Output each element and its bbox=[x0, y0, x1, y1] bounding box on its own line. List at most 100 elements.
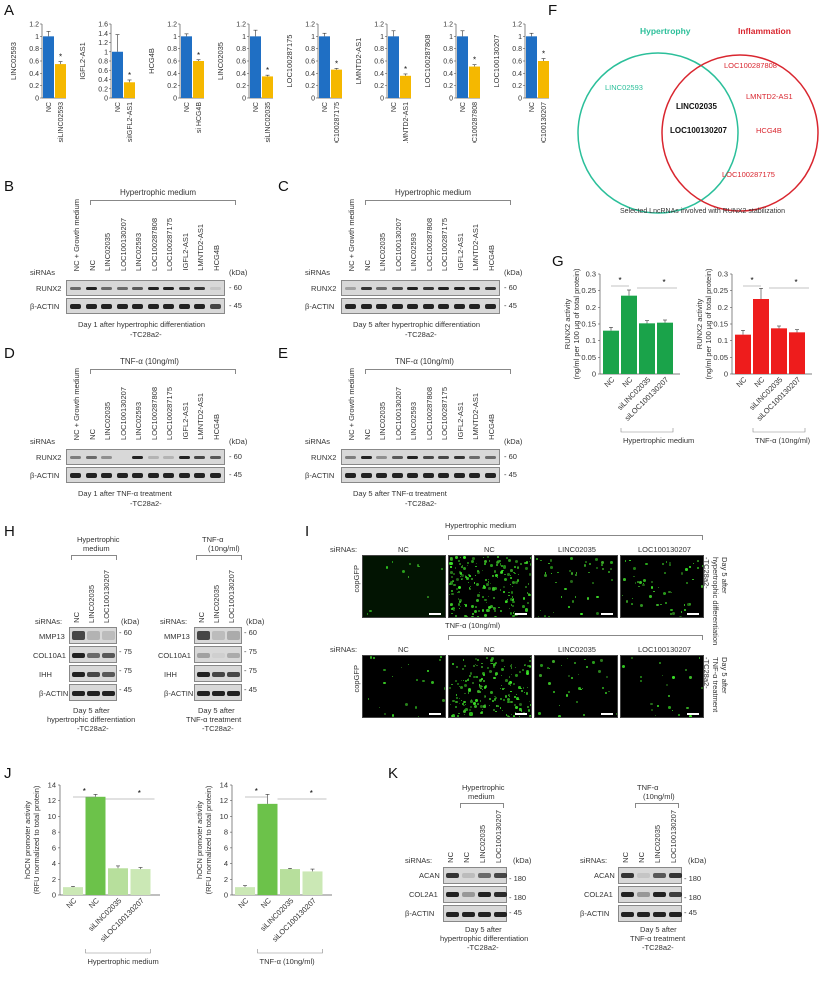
gfp-signal bbox=[511, 713, 513, 715]
svg-text:1: 1 bbox=[173, 34, 177, 41]
gfp-signal bbox=[654, 715, 657, 717]
gfp-signal bbox=[502, 569, 504, 572]
gfp-signal bbox=[568, 569, 572, 573]
gfp-signal bbox=[689, 676, 692, 679]
gfp-signal bbox=[503, 665, 505, 668]
gfp-signal bbox=[474, 605, 477, 608]
gfp-signal bbox=[511, 599, 515, 602]
gfp-signal bbox=[508, 676, 510, 678]
gfp-signal bbox=[475, 562, 478, 565]
knockdown-chart: LMNTD2-AS1 0 0.2 0.4 0.6 0.8 1 1.2 NC * siLMNTD2-A… bbox=[354, 22, 411, 151]
gfp-signal bbox=[456, 714, 460, 717]
protein-band bbox=[438, 473, 449, 478]
gfp-signal bbox=[665, 561, 668, 563]
bar-chart: RUNX2 activity (ng/ml per 100 µg of total… bbox=[695, 268, 812, 445]
gfp-signal bbox=[519, 715, 521, 717]
svg-text:8: 8 bbox=[224, 828, 228, 837]
gfp-signal bbox=[451, 590, 454, 593]
gfp-signal bbox=[610, 567, 612, 570]
gfp-signal bbox=[570, 579, 574, 583]
gfp-signal bbox=[455, 706, 458, 709]
panel-c-western-blot: Hypertrophic medium NC + Growth medium NC L… bbox=[305, 188, 545, 339]
protein-band bbox=[212, 691, 225, 696]
gfp-signal bbox=[496, 576, 499, 579]
mw-marker: - 60 bbox=[244, 628, 257, 637]
gfp-signal bbox=[499, 589, 502, 591]
protein-band bbox=[227, 653, 240, 658]
protein-band bbox=[494, 912, 507, 917]
lane-label: LINC02035 bbox=[212, 585, 221, 623]
lane-label: LINC02035 bbox=[653, 825, 662, 863]
protein-band bbox=[469, 473, 480, 478]
gfp-signal bbox=[384, 713, 387, 716]
protein-band bbox=[653, 873, 666, 878]
gfp-signal bbox=[483, 705, 486, 708]
gfp-signal bbox=[481, 662, 484, 665]
blot-caption: hypertrophic differentiation bbox=[47, 715, 136, 724]
protein-band bbox=[469, 304, 480, 309]
gfp-signal bbox=[470, 577, 474, 581]
gfp-signal bbox=[483, 674, 485, 676]
protein-band bbox=[376, 304, 387, 309]
venn-left-item: LINC02593 bbox=[605, 83, 643, 92]
gfp-signal bbox=[451, 579, 454, 582]
gfp-signal bbox=[416, 564, 420, 567]
gfp-signal bbox=[477, 571, 481, 575]
gfp-signal bbox=[459, 605, 462, 608]
gfp-signal bbox=[683, 609, 686, 611]
gfp-signal bbox=[702, 557, 703, 559]
gfp-signal bbox=[514, 581, 518, 585]
lane-label: LOC100130207 bbox=[494, 810, 503, 863]
gfp-signal bbox=[527, 582, 530, 585]
blot-row-label: RUNX2 bbox=[311, 453, 337, 462]
panel-label-b: B bbox=[4, 178, 15, 195]
gfp-signal bbox=[451, 593, 454, 596]
protein-band bbox=[194, 473, 205, 478]
svg-text:1: 1 bbox=[104, 49, 108, 56]
gfp-signal bbox=[536, 557, 539, 560]
gfp-signal bbox=[689, 714, 692, 717]
mw-marker: - 45 bbox=[509, 908, 522, 917]
lane-label: LINC02035 bbox=[87, 585, 96, 623]
svg-text:LOC100287808: LOC100287808 bbox=[423, 35, 432, 88]
svg-text:siLINC02593: siLINC02593 bbox=[58, 102, 65, 143]
lane-label: LOC100287808 bbox=[149, 218, 159, 271]
svg-text:Hypertrophic medium: Hypertrophic medium bbox=[623, 436, 694, 445]
lane-label: LINC02593 bbox=[409, 233, 418, 271]
gfp-signal bbox=[513, 566, 516, 569]
gfp-signal bbox=[510, 597, 514, 601]
protein-band bbox=[87, 631, 100, 640]
svg-text:(RFU normalized to total prote: (RFU normalized to total protein) bbox=[204, 785, 213, 894]
gfp-signal bbox=[497, 560, 500, 563]
gfp-signal bbox=[517, 573, 520, 576]
svg-text:NC: NC bbox=[259, 896, 273, 910]
sirnas-label: siRNAs bbox=[30, 268, 56, 277]
svg-text:NC: NC bbox=[322, 102, 329, 112]
lane-label: IGFL2-AS1 bbox=[180, 233, 190, 271]
gfp-signal bbox=[601, 686, 605, 690]
gfp-signal bbox=[488, 606, 492, 609]
gfp-signal bbox=[514, 667, 517, 669]
svg-text:NC: NC bbox=[64, 896, 78, 910]
gfp-signal bbox=[482, 584, 485, 587]
blot-strip bbox=[194, 684, 242, 701]
gfp-signal bbox=[439, 656, 442, 659]
kda-label: (kDa) bbox=[513, 856, 532, 865]
svg-text:0.4: 0.4 bbox=[443, 71, 453, 78]
gfp-signal bbox=[493, 610, 497, 613]
gfp-signal bbox=[467, 677, 470, 680]
gfp-signal bbox=[495, 561, 499, 565]
protein-band bbox=[462, 892, 475, 897]
gfp-signal bbox=[463, 704, 465, 707]
gfp-signal bbox=[526, 671, 529, 675]
knockdown-chart: LINC02593 0 0.2 0.4 0.6 0.8 1 1.2 NC * siLINC02593 bbox=[9, 22, 66, 143]
scale-bar bbox=[429, 613, 441, 615]
gfp-signal bbox=[571, 600, 575, 604]
gfp-signal bbox=[528, 573, 531, 576]
blot-strip bbox=[66, 280, 225, 296]
gfp-signal bbox=[639, 580, 643, 585]
lane-label: LOC100130207 bbox=[393, 218, 403, 271]
gfp-signal bbox=[459, 697, 461, 699]
treatment-bracket bbox=[71, 555, 117, 560]
gfp-signal bbox=[643, 579, 647, 582]
